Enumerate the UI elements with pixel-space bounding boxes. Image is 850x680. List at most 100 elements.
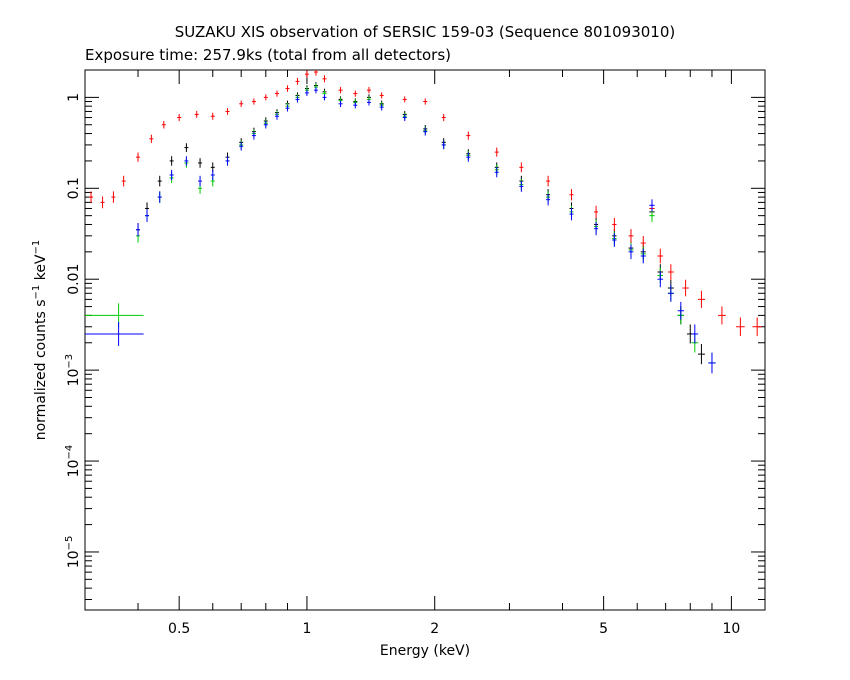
data-point xyxy=(177,113,182,122)
data-point xyxy=(628,244,634,260)
series-3 xyxy=(136,86,716,374)
y-axis-label: normalized counts s−1 keV−1 xyxy=(31,240,49,441)
data-point xyxy=(612,217,617,231)
data-point xyxy=(313,70,318,76)
data-point xyxy=(752,317,762,337)
data-point xyxy=(225,156,230,166)
data-point xyxy=(169,156,174,166)
data-point xyxy=(569,189,574,201)
data-point xyxy=(136,152,141,162)
data-point xyxy=(697,290,705,308)
data-point xyxy=(657,248,664,264)
data-point xyxy=(210,169,215,181)
data-point xyxy=(494,147,499,157)
data-point xyxy=(251,98,256,105)
data-point xyxy=(157,191,162,203)
data-point xyxy=(546,193,551,206)
data-point xyxy=(628,229,634,243)
data-point xyxy=(274,90,279,97)
data-point xyxy=(667,264,674,280)
outlier-point xyxy=(85,321,144,346)
y-axis-label-sup2: −1 xyxy=(31,240,42,255)
data-point xyxy=(263,120,268,129)
y-tick-label: 10−3 xyxy=(64,354,82,387)
data-point xyxy=(251,131,256,140)
data-point xyxy=(649,209,655,222)
data-point xyxy=(691,324,699,344)
data-point xyxy=(594,205,599,219)
data-point xyxy=(649,199,655,212)
data-point xyxy=(697,344,705,365)
data-point xyxy=(423,98,428,105)
data-point xyxy=(145,209,150,222)
data-point xyxy=(366,99,371,106)
data-point xyxy=(89,191,94,203)
data-point xyxy=(184,156,189,166)
data-point xyxy=(519,162,524,173)
data-point xyxy=(441,140,446,150)
data-point xyxy=(149,134,154,143)
data-point xyxy=(184,143,189,153)
data-point xyxy=(594,222,599,236)
series-1 xyxy=(89,70,762,337)
data-point xyxy=(366,86,371,94)
data-point xyxy=(338,100,343,107)
data-point xyxy=(194,110,199,118)
data-point xyxy=(466,152,471,162)
data-point xyxy=(239,141,244,151)
data-point xyxy=(313,86,318,94)
y-axis-label-part2: keV xyxy=(33,254,49,285)
data-point xyxy=(121,175,126,187)
data-point xyxy=(423,127,428,136)
x-tick-label: 10 xyxy=(722,621,740,637)
data-point xyxy=(612,233,617,247)
data-point xyxy=(111,191,116,203)
data-point xyxy=(667,284,674,302)
data-point xyxy=(677,301,684,320)
x-tick-label: 0.5 xyxy=(168,621,190,637)
data-point xyxy=(402,96,407,103)
data-point xyxy=(239,100,244,107)
data-point xyxy=(718,306,726,325)
outlier-point xyxy=(85,303,144,328)
data-point xyxy=(210,112,215,120)
data-point xyxy=(161,120,166,129)
data-point xyxy=(225,108,230,115)
data-point xyxy=(708,352,716,374)
data-point xyxy=(285,104,290,112)
x-tick-label: 1 xyxy=(302,621,311,637)
data-point xyxy=(322,94,327,101)
series-0 xyxy=(136,82,705,365)
y-tick-label: 10−4 xyxy=(64,445,82,478)
x-tick-label: 5 xyxy=(599,621,608,637)
data-point xyxy=(519,180,524,192)
series-2 xyxy=(136,83,716,374)
x-tick-label: 2 xyxy=(430,621,439,637)
x-axis: 0.5 1 2 5 10 xyxy=(84,70,740,637)
y-axis: 1 0.1 0.01 10−3 10−4 10−5 xyxy=(64,69,765,601)
y-axis-label-sup1: −1 xyxy=(31,285,42,300)
data-point xyxy=(402,113,407,122)
data-point xyxy=(136,223,141,237)
data-point xyxy=(263,94,268,101)
data-point xyxy=(466,131,471,140)
data-point xyxy=(569,207,574,221)
y-axis-label-part1: normalized counts s xyxy=(33,299,49,440)
data-point xyxy=(322,75,327,83)
data-point xyxy=(379,103,384,111)
data-point xyxy=(338,86,343,94)
data-point xyxy=(295,77,300,85)
data-point xyxy=(274,112,279,120)
data-point xyxy=(657,271,664,288)
data-point xyxy=(198,175,203,187)
y-tick-label: 0.1 xyxy=(66,177,82,199)
y-tick-label: 0.01 xyxy=(66,264,82,295)
data-point xyxy=(494,167,499,178)
y-tick-label: 1 xyxy=(66,93,82,102)
data-point xyxy=(100,196,105,209)
data-point xyxy=(379,92,384,99)
data-point xyxy=(682,279,689,297)
data-point xyxy=(441,113,446,122)
data-point xyxy=(304,70,309,78)
